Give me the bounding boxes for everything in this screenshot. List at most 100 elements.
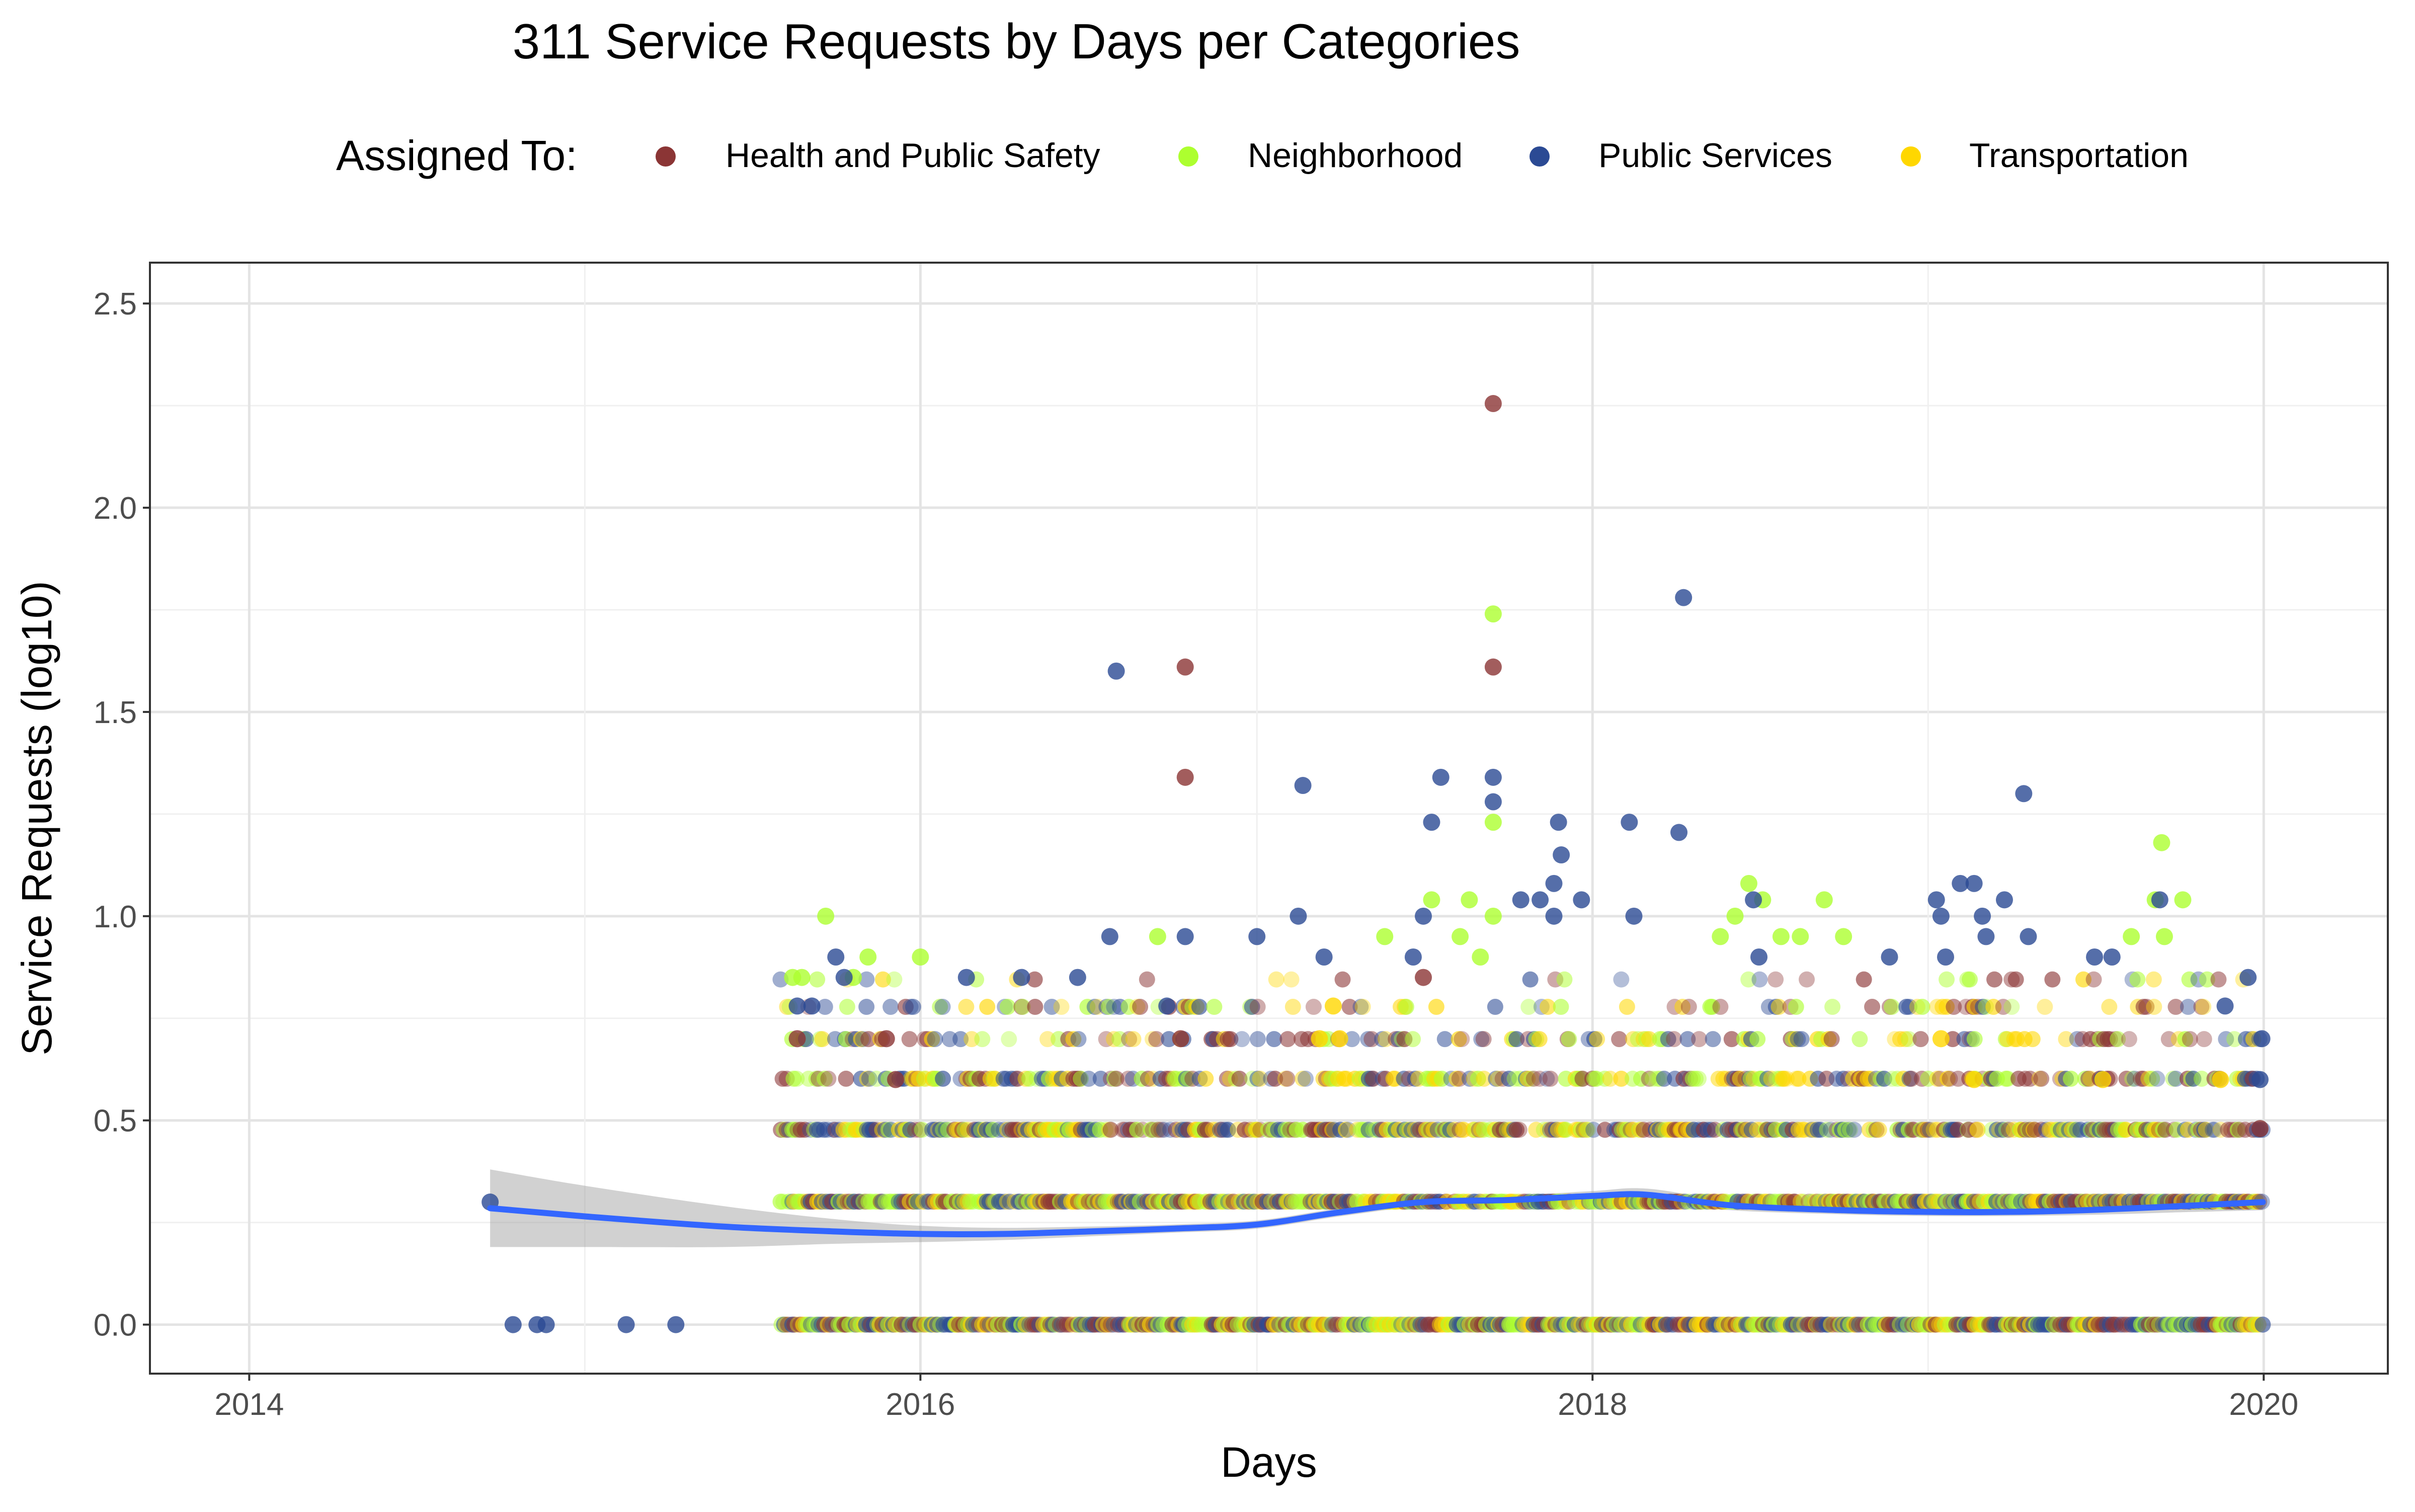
data-point (1687, 1070, 1704, 1087)
data-point (1321, 1316, 1338, 1333)
data-point (1602, 1070, 1619, 1087)
data-point (1566, 1316, 1583, 1333)
legend-label-public-services: Public Services (1598, 136, 1832, 175)
data-point (1027, 999, 1043, 1015)
data-point (1129, 1122, 1146, 1138)
data-point (2121, 1031, 2137, 1048)
data-point (1249, 999, 1266, 1015)
data-point (2080, 1070, 2097, 1087)
data-point (1472, 948, 1489, 966)
data-point (1290, 907, 1307, 925)
data-point (1898, 1316, 1914, 1333)
data-point (1267, 1070, 1283, 1087)
data-point (2153, 834, 2170, 851)
data-point (1625, 1031, 1642, 1048)
x-tick-label: 2014 (214, 1387, 284, 1422)
data-point (1237, 1122, 1253, 1138)
data-point (1998, 1122, 2015, 1138)
data-point (1644, 1070, 1661, 1087)
data-point (1374, 1031, 1391, 1048)
data-point (2145, 971, 2162, 988)
data-point (1433, 1070, 1450, 1087)
data-point (1679, 1031, 1696, 1048)
data-point (1846, 1122, 1863, 1138)
data-point (1846, 1316, 1863, 1333)
legend-key-health (656, 146, 676, 167)
data-point (1452, 928, 1469, 945)
data-point (1341, 999, 1358, 1015)
data-point (1812, 1122, 1829, 1138)
data-point (2072, 1122, 2089, 1138)
data-point (1539, 1070, 1555, 1087)
data-point (2020, 928, 2037, 945)
data-point (958, 999, 975, 1015)
data-point (1248, 928, 1266, 945)
data-point (2033, 1070, 2050, 1087)
data-point (991, 1122, 1007, 1138)
data-point (2110, 1031, 2126, 1048)
data-point (1484, 605, 1502, 623)
data-point (2118, 1070, 2135, 1087)
data-point (2205, 1122, 2221, 1138)
data-point (1089, 999, 1106, 1015)
trend-line-group (487, 1191, 2266, 1237)
data-point (1864, 999, 1881, 1015)
data-point (1340, 1122, 1356, 1138)
data-point (1049, 1122, 1065, 1138)
y-tick-label: 0.0 (94, 1308, 137, 1343)
data-point (2037, 999, 2053, 1015)
data-point (1069, 969, 1086, 986)
data-point (1423, 891, 1440, 909)
data-point (537, 1316, 555, 1333)
data-point (1660, 1031, 1676, 1048)
data-point (1658, 1316, 1674, 1333)
data-point (979, 999, 996, 1015)
data-point (1889, 1316, 1905, 1333)
data-point (1052, 1316, 1068, 1333)
data-point (2180, 999, 2196, 1015)
data-point (1331, 1030, 1348, 1048)
data-point (2038, 1122, 2054, 1138)
data-point (1803, 1193, 1820, 1210)
data-point (2129, 971, 2146, 988)
data-point (1451, 1031, 1467, 1048)
data-point (1354, 999, 1371, 1015)
legend-key-neighborhood (1178, 146, 1198, 167)
data-point (1892, 1031, 1908, 1048)
data-point (2212, 1071, 2229, 1088)
data-point (1670, 824, 1688, 841)
data-point (2101, 999, 2118, 1015)
data-point (1522, 971, 1539, 988)
data-point (1487, 999, 1503, 1015)
data-point (1360, 1031, 1377, 1048)
data-point (1633, 1070, 1649, 1087)
data-point (1508, 1122, 1525, 1138)
data-point (1105, 1031, 1122, 1048)
data-point (1531, 1031, 1548, 1048)
data-point (1219, 1070, 1235, 1087)
data-point (1001, 1031, 1017, 1048)
data-point (901, 1031, 918, 1048)
data-point (1337, 1122, 1354, 1138)
data-point (1553, 999, 1569, 1015)
data-point (1473, 1031, 1490, 1048)
data-point (1071, 1070, 1088, 1087)
data-point (2177, 1031, 2194, 1048)
data-point (1097, 1193, 1114, 1210)
data-point (1613, 1070, 1630, 1087)
data-point (1750, 948, 1768, 966)
data-point (2199, 971, 2215, 988)
data-point (1532, 891, 1549, 909)
data-point (894, 1316, 910, 1333)
data-point (1279, 1031, 1296, 1048)
data-point (1749, 1031, 1766, 1048)
y-tick-label: 2.0 (94, 491, 137, 526)
data-point (1946, 999, 1962, 1015)
data-point (796, 1122, 813, 1138)
data-point (1139, 971, 1155, 988)
data-point (1454, 1031, 1470, 1048)
data-point (1279, 1193, 1296, 1210)
grid (150, 263, 2388, 1374)
data-point (1315, 1316, 1332, 1333)
data-point (1795, 1193, 1812, 1210)
